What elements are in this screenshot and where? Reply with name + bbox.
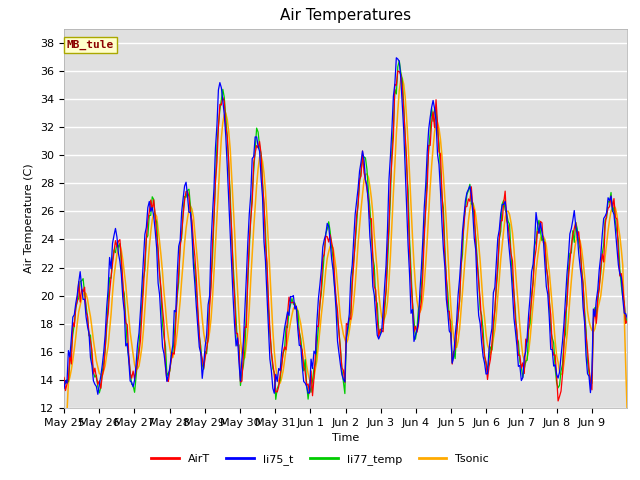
Tsonic	[620, 314, 628, 320]
Tsonic	[97, 372, 104, 377]
Line: li75_t: li75_t	[64, 58, 627, 394]
li77_temp	[97, 384, 104, 390]
Title: Air Temperatures: Air Temperatures	[280, 9, 411, 24]
Line: li77_temp: li77_temp	[64, 61, 627, 399]
li75_t	[79, 297, 87, 302]
li75_t	[465, 187, 472, 192]
li77_temp	[60, 376, 68, 382]
li77_temp	[623, 314, 631, 320]
AirT	[463, 204, 471, 209]
AirT	[622, 321, 630, 326]
li77_temp	[272, 396, 280, 402]
Tsonic	[60, 465, 68, 470]
Line: AirT: AirT	[64, 71, 627, 401]
li75_t	[622, 311, 630, 316]
AirT	[547, 312, 555, 318]
Tsonic	[463, 236, 471, 241]
AirT	[60, 374, 68, 380]
li77_temp	[548, 335, 556, 341]
li75_t	[94, 391, 102, 397]
Tsonic	[79, 291, 87, 297]
X-axis label: Time: Time	[332, 433, 359, 443]
Line: Tsonic: Tsonic	[64, 78, 627, 468]
li75_t	[548, 347, 556, 353]
AirT	[623, 318, 631, 324]
li75_t	[392, 55, 400, 60]
Y-axis label: Air Temperature (C): Air Temperature (C)	[24, 164, 35, 273]
li77_temp	[79, 276, 87, 282]
Legend: AirT, li75_t, li77_temp, Tsonic: AirT, li75_t, li77_temp, Tsonic	[147, 450, 493, 469]
li77_temp	[351, 241, 359, 247]
Tsonic	[547, 286, 555, 291]
li75_t	[623, 315, 631, 321]
li75_t	[60, 385, 68, 391]
AirT	[97, 385, 104, 391]
Tsonic	[350, 299, 358, 305]
li77_temp	[465, 188, 472, 193]
li77_temp	[396, 58, 403, 64]
li75_t	[99, 362, 106, 368]
Tsonic	[623, 411, 631, 417]
li75_t	[351, 212, 359, 217]
AirT	[394, 68, 402, 74]
AirT	[79, 289, 87, 295]
AirT	[350, 262, 358, 267]
Text: MB_tule: MB_tule	[67, 40, 114, 50]
AirT	[554, 398, 562, 404]
li77_temp	[622, 320, 630, 326]
Tsonic	[398, 75, 406, 81]
